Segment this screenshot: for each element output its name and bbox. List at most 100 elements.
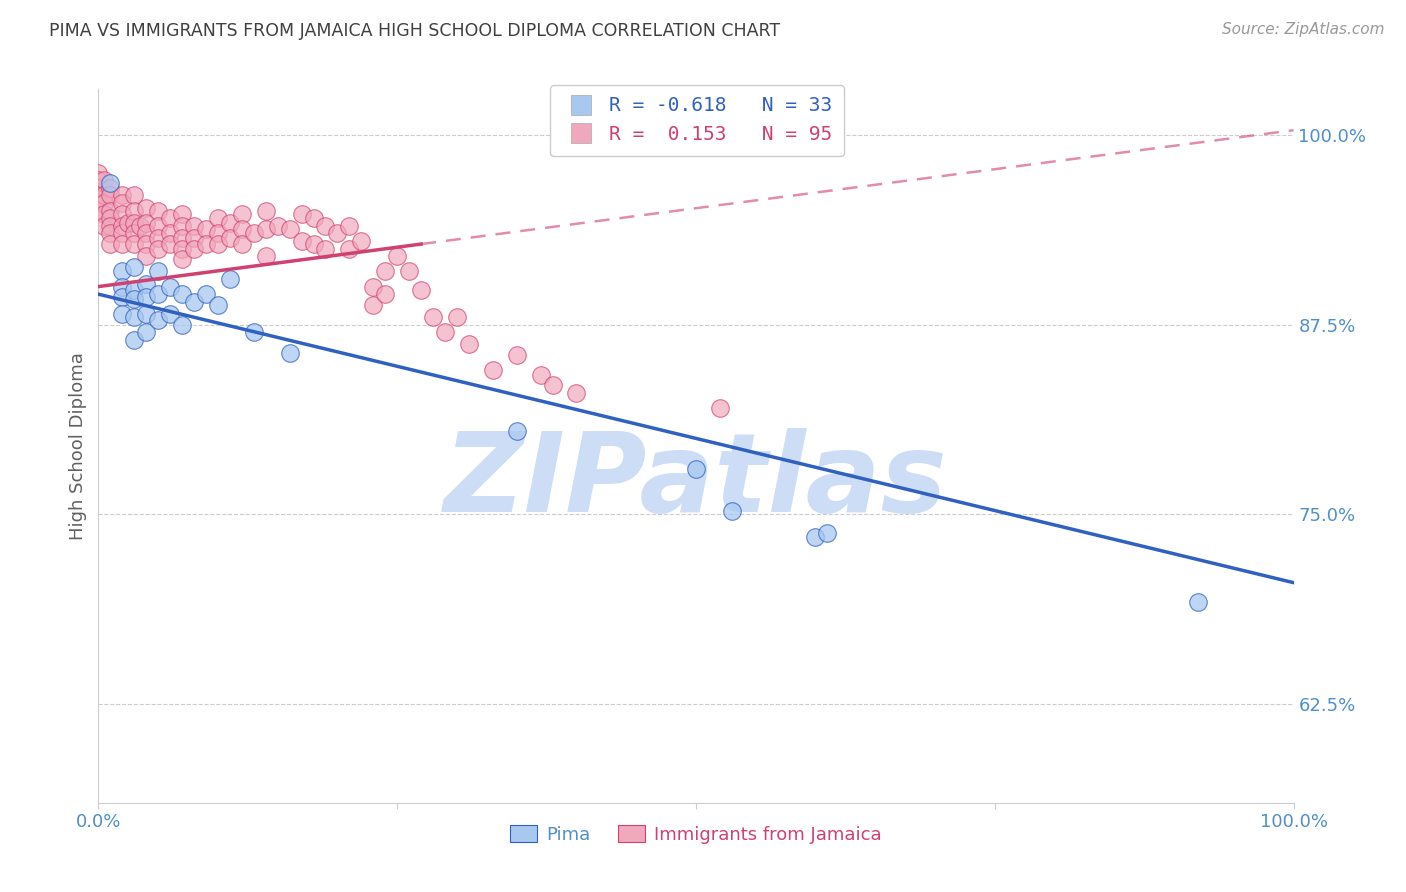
Point: [159, 307, 181, 321]
Point: [219, 231, 242, 245]
Point: [302, 237, 325, 252]
Point: [243, 227, 266, 241]
Point: [135, 277, 157, 291]
Point: [363, 279, 385, 293]
Point: [183, 242, 205, 256]
Point: [124, 216, 146, 230]
Point: [374, 264, 396, 278]
Point: [93, 188, 115, 202]
Point: [291, 207, 314, 221]
Point: [148, 231, 170, 245]
Point: [207, 298, 229, 312]
Point: [231, 222, 253, 236]
Point: [148, 264, 170, 278]
Point: [111, 279, 134, 293]
Point: [398, 264, 420, 278]
Point: [195, 222, 218, 236]
Point: [291, 234, 314, 248]
Point: [481, 363, 505, 377]
Point: [411, 283, 433, 297]
Point: [87, 188, 110, 202]
Point: [183, 219, 205, 233]
Point: [278, 346, 301, 360]
Text: ZIPatlas: ZIPatlas: [444, 428, 948, 535]
Point: [207, 227, 229, 241]
Point: [148, 313, 170, 327]
Point: [98, 237, 122, 252]
Point: [374, 287, 396, 301]
Point: [219, 272, 242, 286]
Point: [148, 219, 170, 233]
Point: [565, 385, 588, 400]
Point: [111, 219, 134, 233]
Point: [1187, 595, 1209, 609]
Point: [93, 196, 115, 211]
Point: [159, 237, 181, 252]
Point: [159, 211, 181, 226]
Point: [111, 188, 134, 202]
Point: [207, 211, 229, 226]
Point: [339, 242, 361, 256]
Point: [93, 207, 115, 221]
Point: [124, 310, 146, 324]
Point: [111, 307, 134, 321]
Point: [267, 219, 290, 233]
Point: [135, 249, 157, 263]
Point: [148, 203, 170, 218]
Point: [231, 237, 253, 252]
Point: [315, 242, 337, 256]
Point: [124, 292, 146, 306]
Point: [98, 188, 122, 202]
Point: [98, 181, 122, 195]
Point: [530, 368, 553, 382]
Point: [458, 337, 481, 351]
Point: [721, 504, 744, 518]
Point: [506, 424, 529, 438]
Point: [87, 181, 110, 195]
Point: [87, 203, 110, 218]
Point: [195, 287, 218, 301]
Point: [709, 401, 731, 415]
Point: [243, 325, 266, 339]
Text: Source: ZipAtlas.com: Source: ZipAtlas.com: [1222, 22, 1385, 37]
Point: [135, 227, 157, 241]
Point: [172, 242, 194, 256]
Point: [446, 310, 468, 324]
Point: [172, 287, 194, 301]
Point: [172, 231, 194, 245]
Point: [87, 196, 110, 211]
Point: [111, 207, 134, 221]
Point: [172, 252, 194, 267]
Point: [804, 530, 827, 544]
Point: [135, 290, 157, 304]
Point: [506, 348, 529, 362]
Point: [93, 173, 115, 187]
Point: [254, 222, 277, 236]
Point: [111, 196, 134, 211]
Point: [159, 227, 181, 241]
Point: [183, 294, 205, 309]
Point: [302, 211, 325, 226]
Point: [363, 298, 385, 312]
Point: [278, 222, 301, 236]
Point: [111, 237, 134, 252]
Point: [231, 207, 253, 221]
Point: [124, 203, 146, 218]
Y-axis label: High School Diploma: High School Diploma: [69, 352, 87, 540]
Point: [124, 227, 146, 241]
Point: [254, 203, 277, 218]
Point: [148, 242, 170, 256]
Point: [124, 237, 146, 252]
Point: [117, 216, 139, 230]
Point: [350, 234, 373, 248]
Point: [87, 166, 110, 180]
Point: [87, 173, 110, 187]
Point: [254, 249, 277, 263]
Point: [183, 231, 205, 245]
Point: [98, 227, 122, 241]
Point: [111, 227, 134, 241]
Point: [135, 237, 157, 252]
Point: [326, 227, 349, 241]
Point: [207, 237, 229, 252]
Point: [315, 219, 337, 233]
